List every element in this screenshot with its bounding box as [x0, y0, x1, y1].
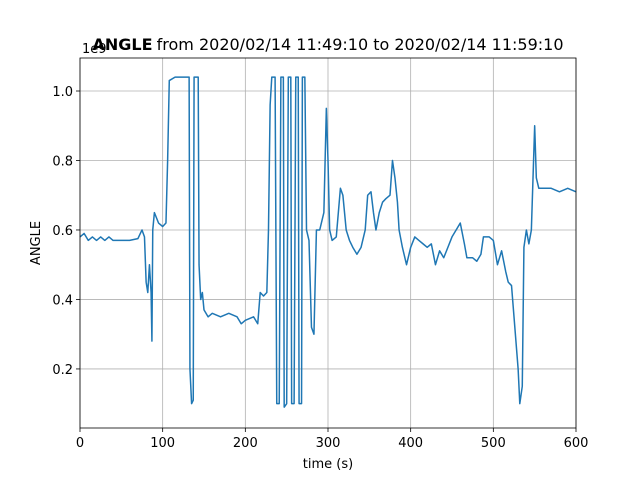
y-axis-label: ANGLE	[29, 221, 44, 265]
x-tick-label: 200	[233, 436, 258, 451]
title-bold: ANGLE	[92, 35, 152, 54]
y-tick-label: 0.8	[52, 154, 73, 169]
chart-title: ANGLE from 2020/02/14 11:49:10 to 2020/0…	[92, 35, 563, 54]
plot-frame	[79, 57, 577, 429]
y-tick-label: 0.6	[52, 224, 73, 239]
y-tick-label: 1.0	[52, 85, 73, 100]
x-tick-label: 500	[481, 436, 506, 451]
y-tick-label: 0.2	[52, 363, 73, 378]
x-axis-label: time (s)	[303, 457, 353, 472]
title-rest: from 2020/02/14 11:49:10 to 2020/02/14 1…	[157, 35, 564, 54]
y-offset-label: 1e9	[82, 42, 107, 57]
x-tick-label: 0	[76, 436, 84, 451]
x-tick-label: 600	[564, 436, 589, 451]
x-tick-label: 100	[150, 436, 175, 451]
y-tick-label: 0.4	[52, 293, 73, 308]
x-tick-label: 300	[316, 436, 341, 451]
data-line	[79, 76, 577, 408]
x-tick-label: 400	[398, 436, 423, 451]
